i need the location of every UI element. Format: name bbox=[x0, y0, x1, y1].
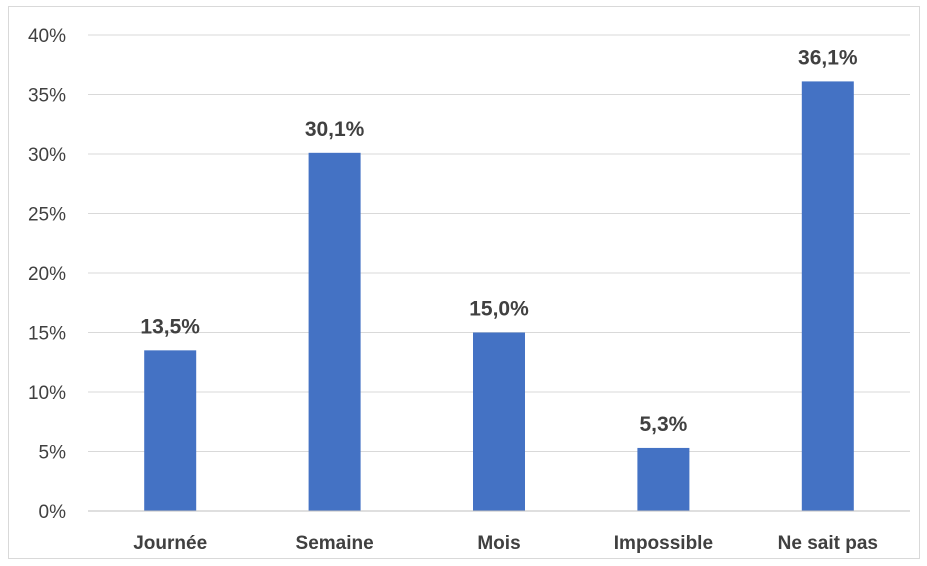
x-category-label: Ne sait pas bbox=[778, 533, 878, 554]
y-tick-label: 20% bbox=[28, 264, 66, 285]
data-label: 15,0% bbox=[469, 298, 529, 321]
data-label: 30,1% bbox=[305, 118, 365, 141]
y-tick-label: 40% bbox=[28, 26, 66, 47]
bar bbox=[801, 81, 854, 511]
y-tick-label: 5% bbox=[39, 443, 67, 464]
x-category-label: Semaine bbox=[296, 533, 374, 554]
data-label: 5,3% bbox=[639, 413, 687, 436]
x-category-label: Mois bbox=[477, 533, 520, 554]
data-label: 13,5% bbox=[140, 315, 200, 338]
y-tick-label: 25% bbox=[28, 205, 66, 226]
bar bbox=[308, 152, 361, 511]
y-tick-label: 10% bbox=[28, 383, 66, 404]
bar bbox=[144, 350, 197, 511]
y-tick-label: 15% bbox=[28, 324, 66, 345]
y-tick-label: 0% bbox=[39, 502, 67, 523]
bar bbox=[637, 447, 690, 511]
y-tick-label: 35% bbox=[28, 86, 66, 107]
x-category-label: Journée bbox=[133, 533, 207, 554]
y-tick-label: 30% bbox=[28, 145, 66, 166]
data-label: 36,1% bbox=[798, 46, 858, 69]
x-category-label: Impossible bbox=[614, 533, 713, 554]
bar bbox=[473, 332, 525, 511]
